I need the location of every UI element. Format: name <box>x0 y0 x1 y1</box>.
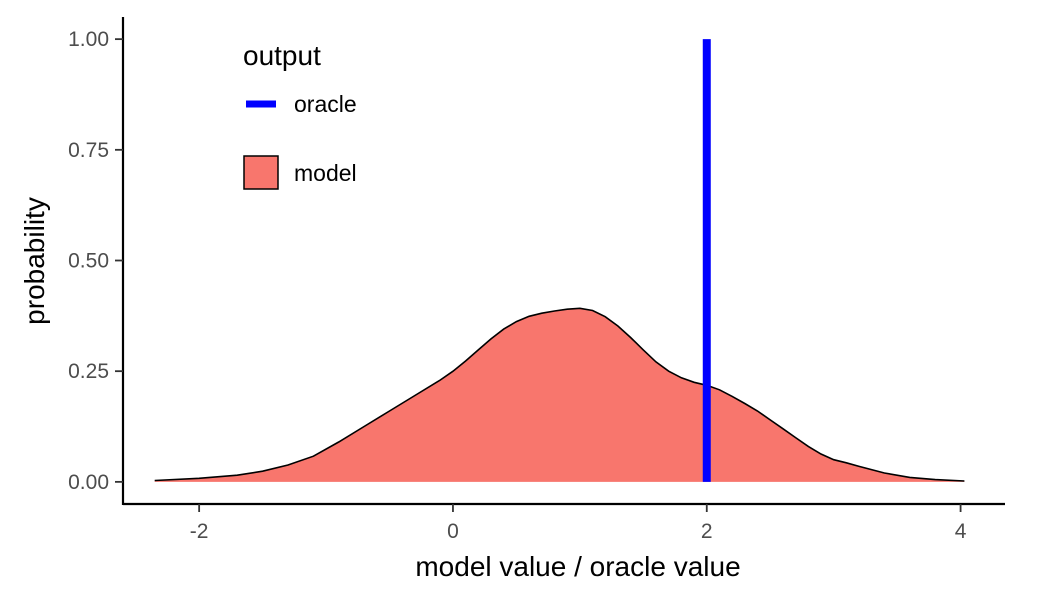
x-tick-label: -2 <box>190 520 209 543</box>
model-density-outline <box>154 307 965 482</box>
x-tick-label: 2 <box>701 520 713 543</box>
plot-area <box>154 39 965 482</box>
y-axis-title: probability <box>19 197 50 325</box>
y-tick-label: 1.00 <box>68 28 109 51</box>
y-tick-label: 0.50 <box>68 250 109 273</box>
y-axis-ticks: 0.00 0.25 0.50 0.75 1.00 <box>68 28 123 494</box>
x-axis-title: model value / oracle value <box>415 551 740 582</box>
x-tick-label: 0 <box>447 520 459 543</box>
legend: output oracle model <box>243 40 357 190</box>
x-axis-ticks: -2 0 2 4 <box>190 504 967 543</box>
legend-title: output <box>243 40 321 71</box>
y-tick-label: 0.00 <box>68 471 109 494</box>
y-tick-label: 0.75 <box>68 139 109 162</box>
legend-oracle-label: oracle <box>294 91 357 117</box>
legend-model-label: model <box>294 160 357 186</box>
legend-model-key <box>243 155 279 190</box>
x-tick-label: 4 <box>955 520 967 543</box>
y-tick-label: 0.25 <box>68 360 109 383</box>
model-density-area <box>154 308 965 482</box>
